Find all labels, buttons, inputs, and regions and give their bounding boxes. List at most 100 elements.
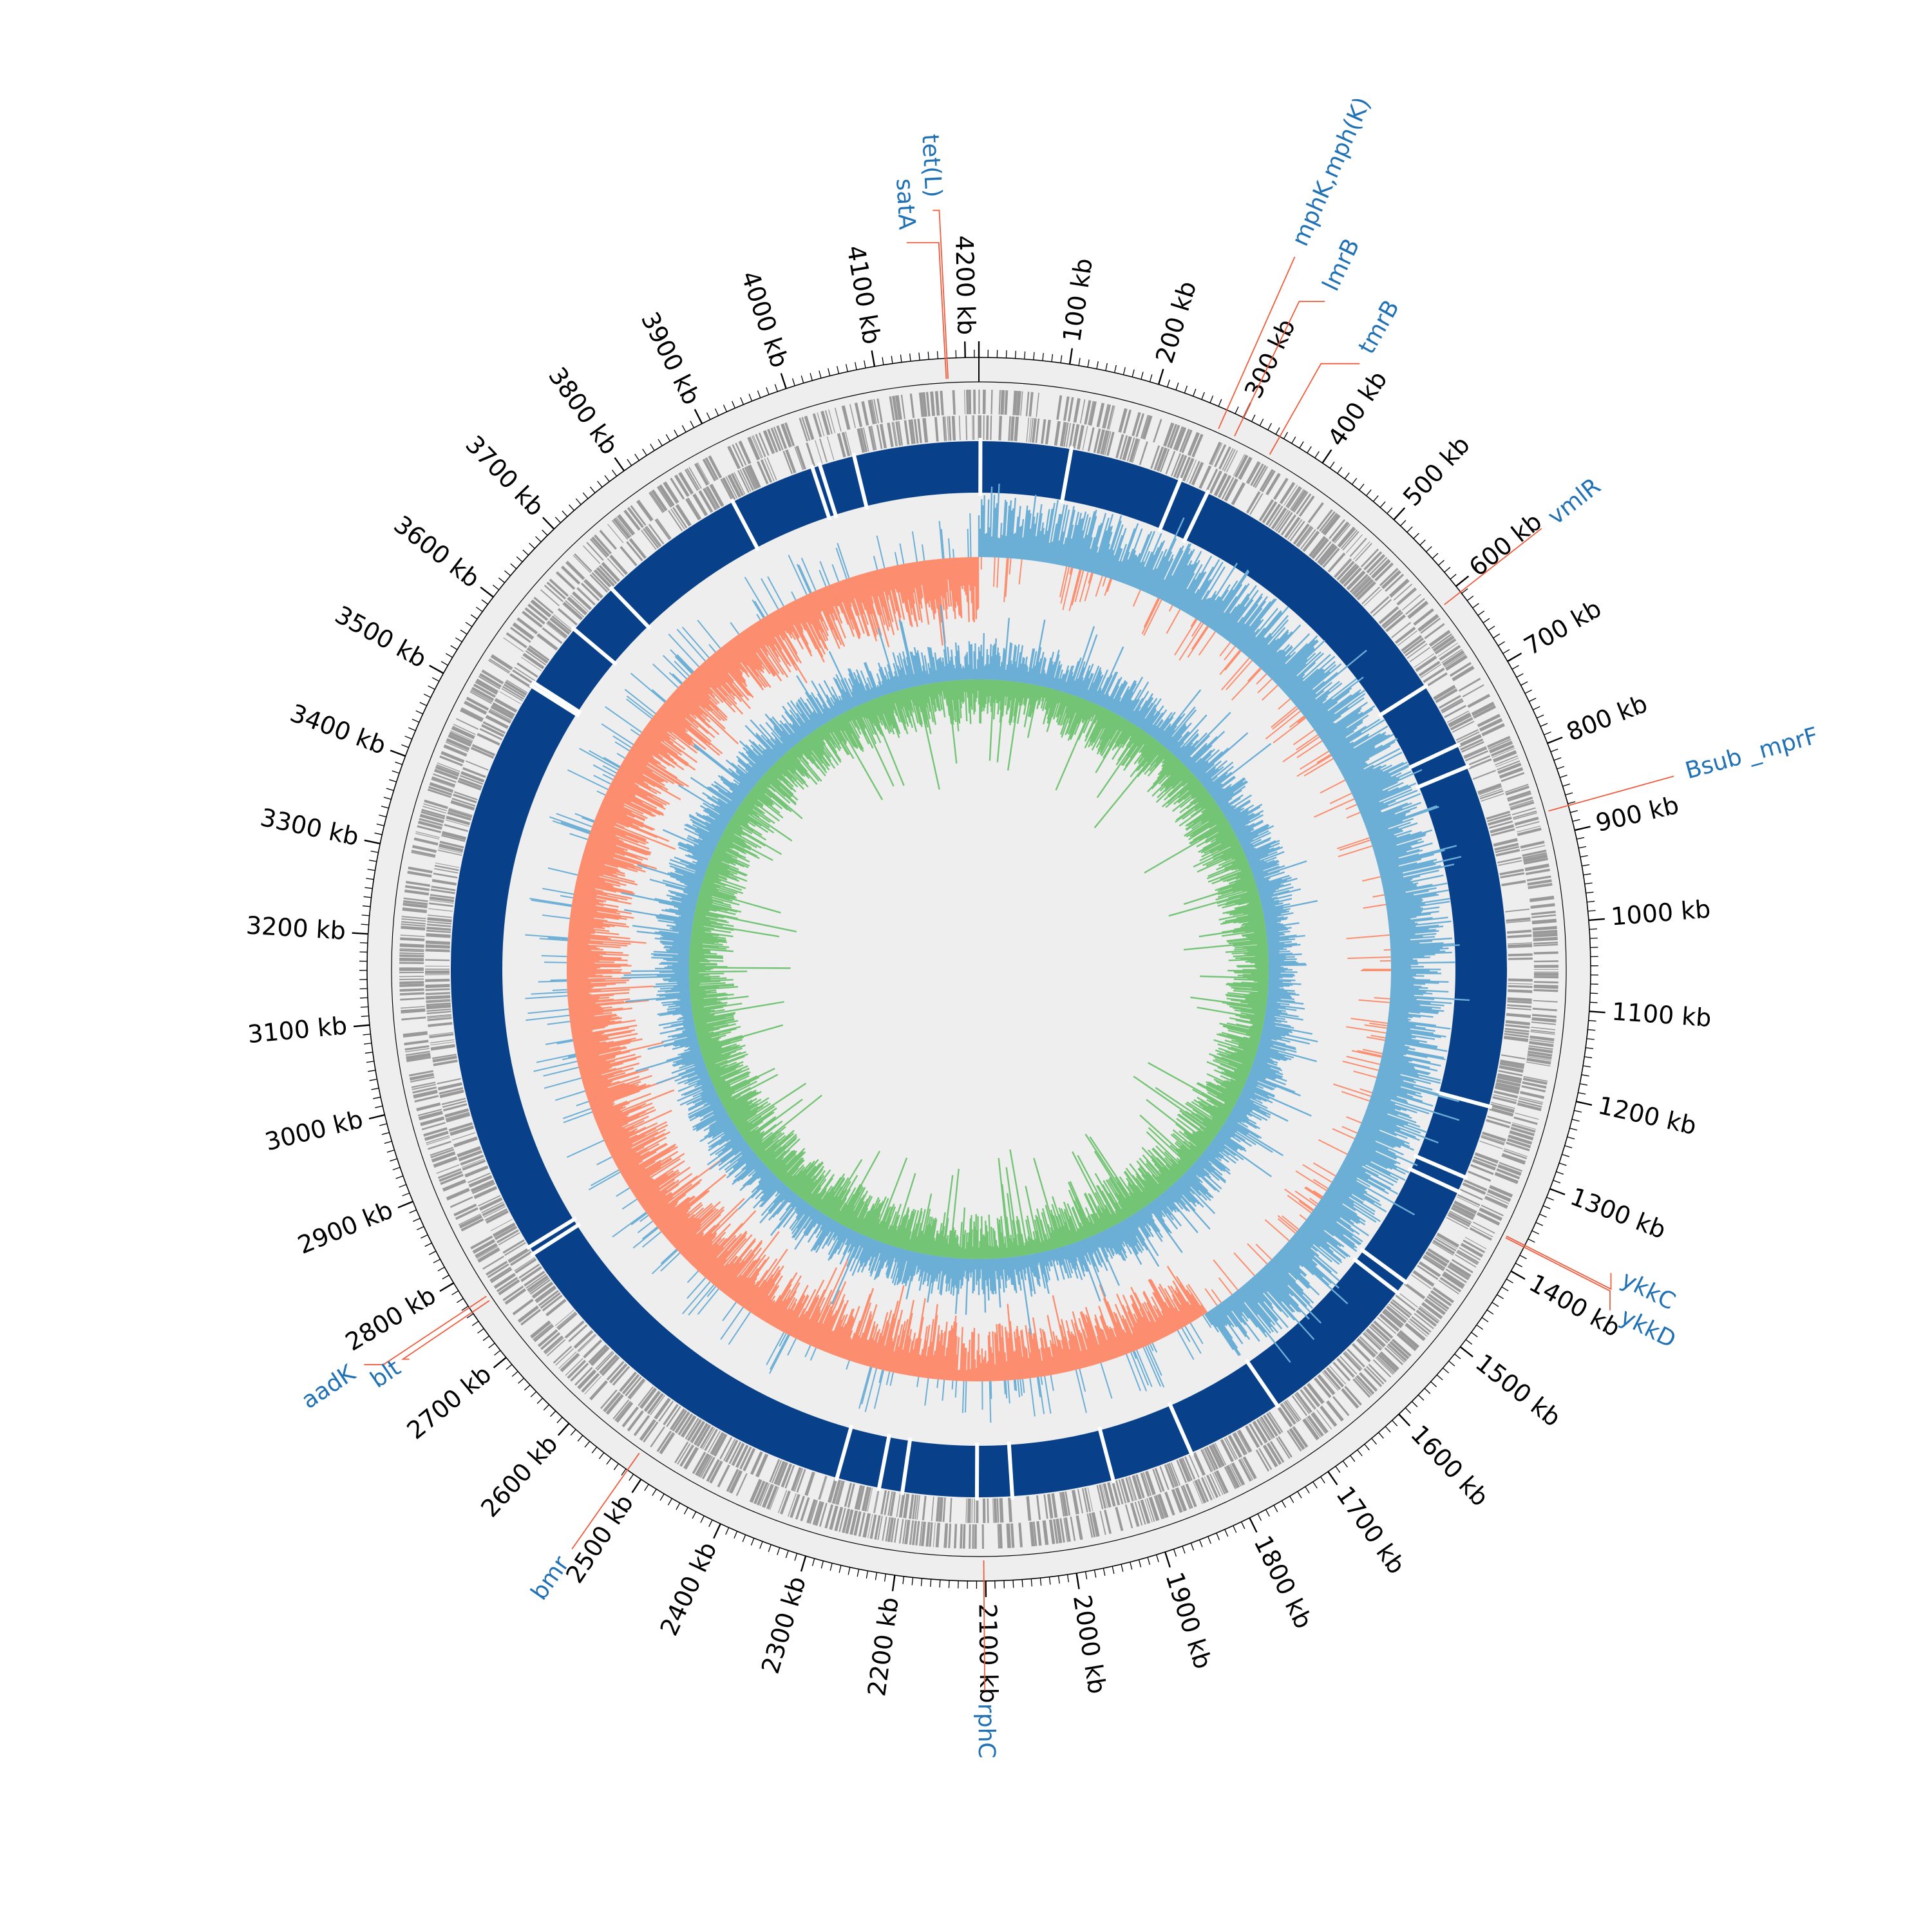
- cds-forward-segment: [1012, 390, 1018, 415]
- gc-content-bar: [1283, 662, 1316, 692]
- cds-forward-segment: [1372, 1359, 1392, 1378]
- gc-content-bar: [1338, 1170, 1358, 1182]
- gc-content-bar: [1100, 549, 1110, 576]
- cds-forward-segment: [1527, 1056, 1551, 1061]
- cds-forward-segment: [891, 1517, 896, 1542]
- cds-forward-segment: [1522, 849, 1547, 857]
- gc-content-bar: [1191, 621, 1202, 637]
- cds-reverse-segment: [1406, 643, 1428, 659]
- gc-content-bar: [1354, 1139, 1397, 1160]
- cds-reverse-segment: [426, 1009, 451, 1012]
- cds-reverse-segment: [503, 683, 526, 698]
- cds-forward-segment: [1291, 489, 1307, 512]
- cds-reverse-segment: [1435, 1236, 1457, 1249]
- gc-content-bar: [1388, 1019, 1436, 1027]
- gc-content-bar: [1326, 730, 1354, 749]
- cds-forward-segment: [1307, 1415, 1324, 1437]
- cds-forward-segment: [1508, 797, 1533, 806]
- gc-content-bar: [1376, 1077, 1459, 1103]
- cds-forward-segment: [770, 427, 782, 451]
- cds-reverse-segment: [521, 656, 542, 672]
- cds-forward-segment: [834, 1506, 844, 1531]
- cds-reverse-segment: [427, 1016, 452, 1019]
- gc-content-bar: [1191, 599, 1203, 617]
- cds-reverse-segment: [1258, 499, 1274, 522]
- cds-reverse-segment: [1452, 1204, 1475, 1218]
- gc-content-bar: [1189, 562, 1224, 616]
- cds-reverse-segment: [1175, 455, 1188, 479]
- gc-content-bar: [1378, 1069, 1432, 1084]
- gc-content-bar: [1326, 1189, 1377, 1223]
- gc-content-bar: [1059, 1325, 1072, 1372]
- cds-reverse-segment: [982, 1498, 986, 1523]
- cds-reverse-segment: [482, 721, 506, 734]
- gc-content-bar: [1150, 538, 1177, 595]
- cds-forward-segment: [1321, 513, 1338, 533]
- gc-content-bar: [1388, 1010, 1409, 1014]
- cds-reverse-segment: [769, 1459, 781, 1482]
- gc-content-bar: [1098, 1305, 1118, 1358]
- gc-content-bar: [1165, 1297, 1184, 1328]
- cds-reverse-segment: [914, 1495, 919, 1520]
- cds-forward-segment: [1517, 825, 1541, 833]
- gc-content-bar: [1234, 601, 1272, 647]
- gc-content-bar: [1005, 506, 1010, 558]
- gc-content-bar: [967, 1352, 969, 1381]
- cds-reverse-segment: [1213, 473, 1228, 497]
- backbone-gap: [730, 498, 761, 551]
- cds-forward-segment: [401, 1008, 426, 1014]
- cds-reverse-segment: [666, 1406, 681, 1428]
- gc-content-bar: [1390, 936, 1435, 941]
- cds-reverse-segment: [1302, 531, 1320, 552]
- cds-forward-segment: [812, 1501, 822, 1525]
- gc-content-bar: [1390, 953, 1435, 957]
- gc-content-bar: [1319, 1200, 1354, 1225]
- cds-reverse-segment: [938, 1497, 943, 1522]
- cds-reverse-segment: [1497, 1073, 1522, 1081]
- cds-forward-segment: [403, 897, 428, 902]
- cds-forward-segment: [968, 390, 972, 415]
- gc-content-bar: [1390, 949, 1440, 953]
- cds-forward-segment: [1508, 1134, 1533, 1145]
- cds-forward-segment: [1530, 903, 1555, 909]
- cds-reverse-segment: [1046, 1493, 1054, 1519]
- cds-forward-segment: [423, 1127, 448, 1137]
- gc-content-bar: [1388, 924, 1439, 931]
- cds-reverse-segment: [1293, 523, 1310, 545]
- cds-reverse-segment: [672, 1410, 688, 1432]
- gc-content-bar: [1286, 680, 1304, 696]
- cds-forward-segment: [475, 1243, 498, 1258]
- cds-forward-segment: [819, 1502, 828, 1527]
- cds-reverse-segment: [557, 608, 578, 626]
- cds-reverse-segment: [904, 420, 910, 445]
- cds-reverse-segment: [826, 436, 835, 460]
- gc-content-bar: [1346, 811, 1361, 819]
- cds-forward-segment: [623, 509, 641, 531]
- gc-content-bar: [1061, 1319, 1075, 1371]
- gc-content-bar: [1070, 1331, 1082, 1369]
- cds-forward-segment: [1163, 422, 1175, 447]
- cds-forward-segment: [962, 1524, 966, 1549]
- cds-forward-segment: [1497, 760, 1520, 771]
- cds-reverse-segment: [593, 569, 613, 589]
- gc-content-bar: [1085, 1314, 1102, 1363]
- gc-content-bar: [1217, 603, 1240, 634]
- cds-reverse-segment: [739, 469, 752, 492]
- cds-forward-segment: [1479, 1207, 1502, 1221]
- cds-forward-segment: [1036, 392, 1039, 417]
- gc-content-bar: [1218, 593, 1249, 635]
- cds-reverse-segment: [583, 1339, 603, 1359]
- gc-content-bar: [1110, 1328, 1123, 1356]
- gc-content-bar: [1294, 688, 1314, 705]
- cds-reverse-segment: [1317, 1374, 1336, 1396]
- cds-reverse-segment: [958, 415, 961, 440]
- gc-content-bar: [1132, 1327, 1143, 1349]
- cds-forward-segment: [1211, 442, 1223, 466]
- gc-content-bar: [1345, 764, 1374, 781]
- gc-content-bar: [1329, 732, 1362, 753]
- cds-forward-segment: [1424, 623, 1445, 639]
- cds-forward-segment: [867, 399, 876, 424]
- gc-content-bar: [1100, 1314, 1117, 1358]
- gc-content-bar: [1390, 985, 1428, 989]
